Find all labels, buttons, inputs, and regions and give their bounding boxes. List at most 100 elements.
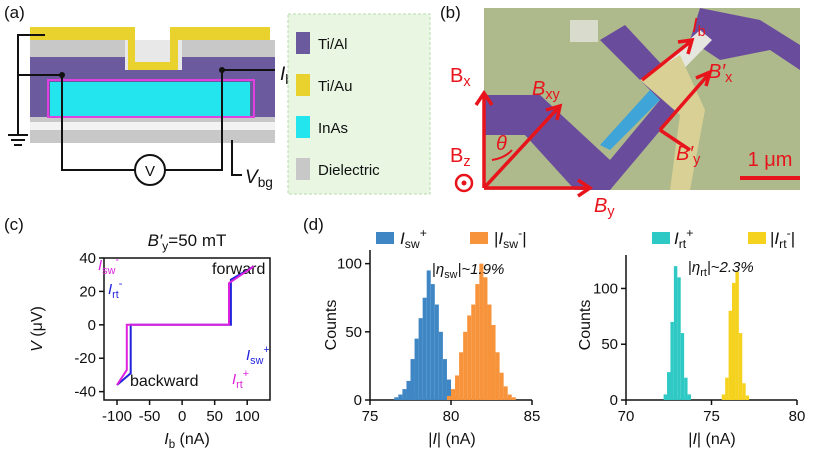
annotation: Irt+: [232, 368, 249, 391]
histogram-bar: [487, 304, 492, 400]
swatch: [296, 32, 310, 54]
y-tick-label: 0: [354, 392, 362, 409]
x-tick-label: 70: [618, 408, 635, 425]
y-tick-label: 0: [88, 317, 96, 334]
text-segment: I: [232, 371, 236, 388]
scale-label: 1 μm: [748, 149, 793, 171]
histogram-bar: [483, 277, 488, 400]
text-segment: sw: [405, 237, 420, 251]
y-tick-label: 40: [79, 250, 96, 267]
label: B′y: [676, 143, 701, 168]
histogram-bar: [673, 266, 678, 400]
swatch: [296, 158, 310, 180]
y-tick-label: 100: [337, 256, 362, 273]
text-segment: sw: [444, 269, 457, 281]
label: Bx: [450, 65, 471, 90]
histogram-bar: [414, 338, 419, 400]
text-segment: | (nA): [697, 431, 736, 448]
panel-label: (b): [440, 3, 461, 22]
text-segment: I: [432, 431, 437, 448]
histogram-bar: [418, 318, 423, 400]
histogram-bar: [471, 304, 476, 400]
field-axes: [474, 89, 594, 198]
text-segment: I: [164, 431, 169, 448]
histogram-bar: [742, 383, 746, 400]
panel-label: (d): [303, 215, 324, 234]
sem-image: Bx Bxy Bz By θ Ib B′x B′y 1 μm (b): [440, 3, 800, 220]
y-axis-label: V (μV): [29, 306, 46, 352]
contact: [59, 72, 65, 78]
text-segment: |: [494, 229, 498, 248]
text-segment: -: [115, 254, 119, 266]
ground: [8, 134, 28, 146]
text-segment: I: [692, 431, 697, 448]
histogram-bar: [402, 389, 407, 400]
histogram-bar: [438, 331, 443, 400]
histogram-bar: [446, 379, 451, 400]
x-axis-label: Ib (nA): [164, 431, 210, 451]
histogram-bar: [467, 315, 472, 400]
text-segment: B′: [148, 231, 163, 250]
text-segment: =50 mT: [168, 231, 226, 250]
y-tick-label: -40: [74, 384, 96, 401]
y-tick-label: 50: [345, 324, 362, 341]
text-segment: |~1.9%: [457, 261, 504, 278]
histogram-bar: [725, 377, 729, 400]
histogram-bar: [475, 284, 480, 400]
histogram-bar: [738, 333, 743, 400]
nanowire: [600, 90, 660, 150]
annotation: Isw+: [246, 344, 270, 367]
text-segment: -: [119, 278, 123, 290]
text-segment: sw: [250, 355, 263, 367]
label: By: [594, 195, 615, 220]
text-segment: -: [787, 226, 791, 240]
outline: [47, 79, 255, 118]
text-segment: θ: [496, 133, 507, 155]
histogram-bar: [677, 277, 681, 400]
histogram-bar: [687, 394, 691, 400]
text-segment: I: [774, 229, 779, 248]
text-segment: (μV): [29, 306, 46, 341]
dielectric-band: [30, 122, 275, 130]
histogram-bar: [426, 270, 431, 400]
bz-dot: [461, 180, 467, 186]
voltmeter: [134, 154, 166, 186]
text-segment: rt: [679, 237, 687, 251]
text-segment: B: [532, 78, 545, 100]
histogram-bar: [728, 310, 733, 400]
gate: [640, 55, 705, 190]
histogram-bar: [495, 352, 500, 400]
histogram-bar: [499, 372, 504, 400]
text-segment: I: [498, 229, 503, 248]
histogram-bar: [670, 321, 674, 400]
y-tick-label: 50: [601, 336, 618, 353]
text-segment: I: [674, 229, 679, 248]
text-segment: |: [688, 259, 692, 276]
histogram-bar: [507, 394, 512, 400]
histogram-bar: [410, 359, 415, 400]
text-segment: rt: [112, 289, 119, 301]
text-segment: |: [522, 229, 526, 248]
legend-swatch: [652, 232, 670, 244]
wires: [17, 34, 275, 176]
series-label: forward: [212, 261, 265, 278]
text-segment: |: [432, 261, 436, 278]
y-tick-label: 100: [593, 280, 618, 297]
legend-label: Dielectric: [318, 162, 380, 179]
schematic: V Ib Vbg Ti/Al Ti/Au InAs Dielectric (a): [4, 3, 431, 195]
text-segment: B: [450, 145, 463, 167]
text-segment: B: [450, 65, 463, 87]
text-segment: (nA): [175, 431, 210, 448]
text-segment: η: [436, 261, 444, 278]
x-axis-label: |I| (nA): [428, 431, 475, 448]
histogram-bar: [491, 325, 496, 400]
text-segment: bg: [258, 175, 273, 190]
plot-frame: [103, 257, 271, 401]
text-segment: sw: [102, 265, 115, 277]
text-segment: -: [518, 226, 522, 240]
text-segment: sw: [503, 237, 518, 251]
text-segment: B: [594, 195, 607, 217]
x-tick-label: 0: [178, 408, 186, 425]
histogram-bar: [422, 297, 427, 400]
histogram-bar: [455, 375, 460, 400]
